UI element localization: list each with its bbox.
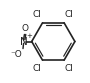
Text: Cl: Cl [33, 10, 42, 20]
Text: Cl: Cl [65, 63, 74, 73]
Text: Cl: Cl [33, 63, 42, 73]
Text: N: N [20, 37, 28, 46]
Text: O: O [22, 24, 29, 33]
Text: ⁻O: ⁻O [10, 50, 22, 59]
Text: Cl: Cl [65, 10, 74, 20]
Text: +: + [26, 33, 32, 39]
